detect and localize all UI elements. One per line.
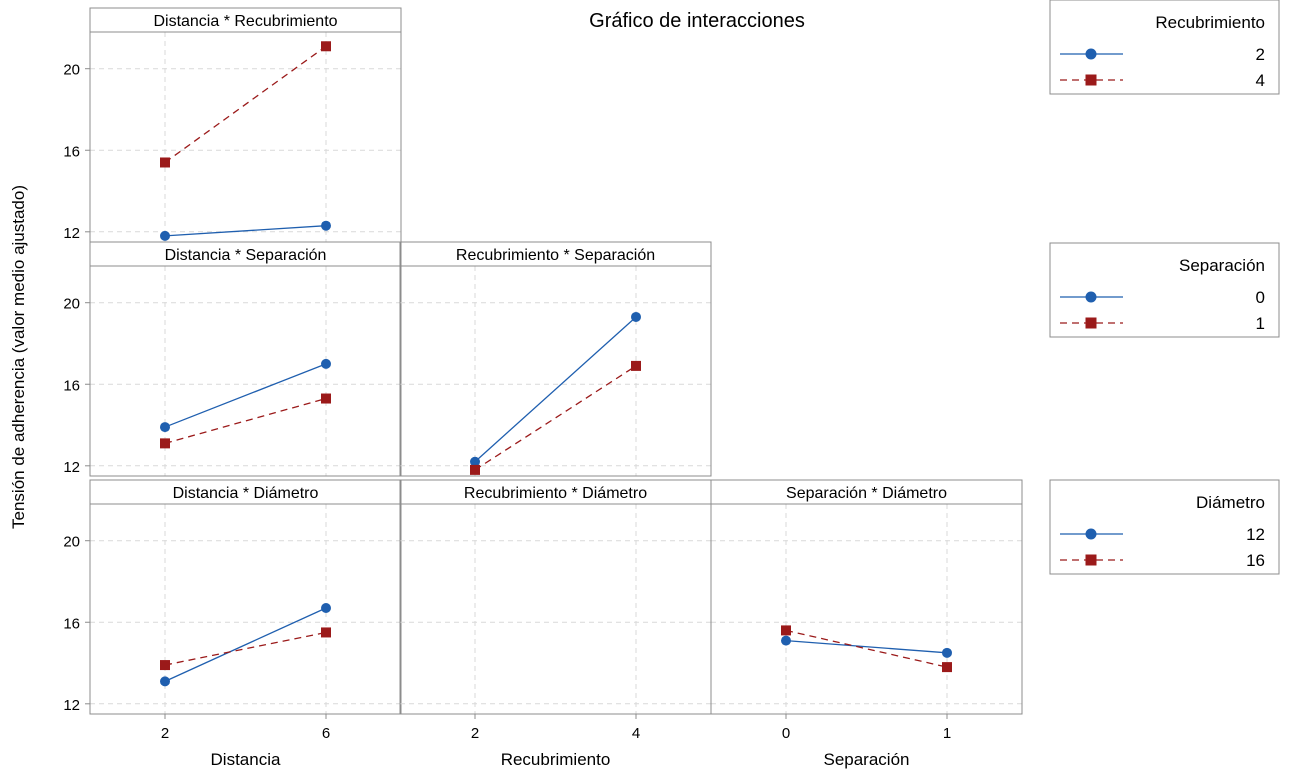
x-axis-label: Distancia	[211, 750, 281, 769]
legend-2: Diámetro 12 16	[1049, 479, 1280, 575]
data-point-square	[321, 393, 331, 404]
legend-marker-circle	[1085, 291, 1097, 303]
data-point-circle	[160, 676, 170, 687]
series-line	[164, 45, 327, 164]
data-point-circle	[160, 230, 170, 241]
series-line	[164, 607, 327, 682]
legend-label: 0	[1256, 288, 1265, 307]
x-tick-label: 1	[943, 725, 951, 742]
panel-title: Recubrimiento * Diámetro	[464, 485, 647, 502]
legend-1: Separación 0 1	[1049, 242, 1280, 338]
legend-title: Diámetro	[1196, 493, 1265, 512]
x-tick-label: 4	[632, 725, 640, 742]
panel-frame	[710, 479, 1023, 715]
y-tick-label: 12	[63, 697, 80, 714]
series-line	[164, 631, 327, 666]
y-tick-label: 16	[63, 377, 80, 394]
x-tick-label: 2	[471, 725, 479, 742]
panel-frame	[399, 479, 712, 715]
data-point-square	[781, 625, 791, 636]
y-axis-label: Tensión de adherencia (valor medio ajust…	[9, 185, 28, 529]
x-tick-label: 2	[161, 725, 169, 742]
panel-title: Recubrimiento * Separación	[456, 247, 655, 264]
legend-label: 2	[1256, 45, 1265, 64]
data-point-square	[631, 360, 641, 371]
legend-label: 12	[1246, 525, 1265, 544]
legends-group: Recubrimiento 2 4 Separación 0 1 Diámetro 12 16	[1049, 0, 1280, 575]
data-point-square	[470, 464, 480, 475]
panel-title: Distancia * Recubrimiento	[153, 13, 337, 30]
legend-0: Recubrimiento 2 4	[1049, 0, 1280, 95]
chart-title: Gráfico de interacciones	[589, 10, 805, 32]
y-tick-label: 20	[63, 296, 80, 313]
panel-frame	[89, 241, 402, 477]
panel-1: Distancia * Separación 12 16 20	[63, 241, 402, 477]
panel-frame	[399, 241, 712, 477]
series-line	[474, 316, 637, 463]
data-point-circle	[160, 422, 170, 433]
panel-frame	[89, 7, 402, 243]
data-point-square	[942, 662, 952, 673]
panels-group: Distancia * Recubrimiento121620Distancia…	[63, 7, 1023, 769]
y-tick-label: 12	[63, 225, 80, 242]
legend-label: 16	[1246, 551, 1265, 570]
panel-3: Distancia * Diámetro 12 16 20	[63, 479, 402, 715]
series-line	[164, 363, 327, 428]
panel-title: Distancia * Separación	[165, 247, 327, 264]
series-line	[785, 629, 948, 668]
data-point-circle	[781, 635, 791, 646]
panel-title: Separación * Diámetro	[786, 485, 947, 502]
legend-marker-square	[1085, 317, 1097, 329]
legend-title: Separación	[1179, 256, 1265, 275]
data-point-square	[321, 41, 331, 52]
panel-frame	[89, 479, 402, 715]
data-point-square	[160, 660, 170, 671]
series-line	[164, 225, 327, 237]
legend-marker-circle	[1085, 48, 1097, 60]
panel-2: Recubrimiento * Separación	[399, 241, 712, 477]
data-point-circle	[321, 358, 331, 369]
data-point-square	[160, 157, 170, 168]
legend-marker-circle	[1085, 528, 1097, 540]
y-tick-label: 12	[63, 459, 80, 476]
x-axis-0: 2 6 Distancia	[161, 714, 330, 769]
data-point-circle	[321, 220, 331, 231]
legend-title: Recubrimiento	[1155, 13, 1265, 32]
y-tick-label: 20	[63, 62, 80, 79]
legend-label: 4	[1256, 71, 1265, 90]
y-tick-label: 20	[63, 534, 80, 551]
data-point-circle	[321, 602, 331, 613]
panel-5: Separación * Diámetro	[710, 479, 1023, 715]
legend-marker-square	[1085, 554, 1097, 566]
x-axis-label: Separación	[823, 750, 909, 769]
data-point-circle	[942, 647, 952, 658]
x-tick-label: 0	[782, 725, 790, 742]
panel-0: Distancia * Recubrimiento 12 16 20	[63, 7, 402, 243]
x-axis-label: Recubrimiento	[501, 750, 611, 769]
x-tick-label: 6	[322, 725, 330, 742]
data-point-circle	[470, 456, 480, 467]
series-line	[474, 365, 637, 471]
y-tick-label: 16	[63, 615, 80, 632]
y-tick-label: 16	[63, 143, 80, 160]
data-point-circle	[631, 311, 641, 322]
data-point-square	[321, 627, 331, 638]
x-axis-1: 2 4 Recubrimiento	[471, 714, 640, 769]
series-line	[785, 639, 948, 654]
x-axis-2: 0 1 Separación	[782, 714, 951, 769]
series-line	[164, 397, 327, 445]
legend-marker-square	[1085, 74, 1097, 86]
legend-label: 1	[1256, 314, 1265, 333]
data-point-square	[160, 438, 170, 449]
panel-title: Distancia * Diámetro	[173, 485, 319, 502]
panel-4: Recubrimiento * Diámetro	[399, 479, 712, 715]
